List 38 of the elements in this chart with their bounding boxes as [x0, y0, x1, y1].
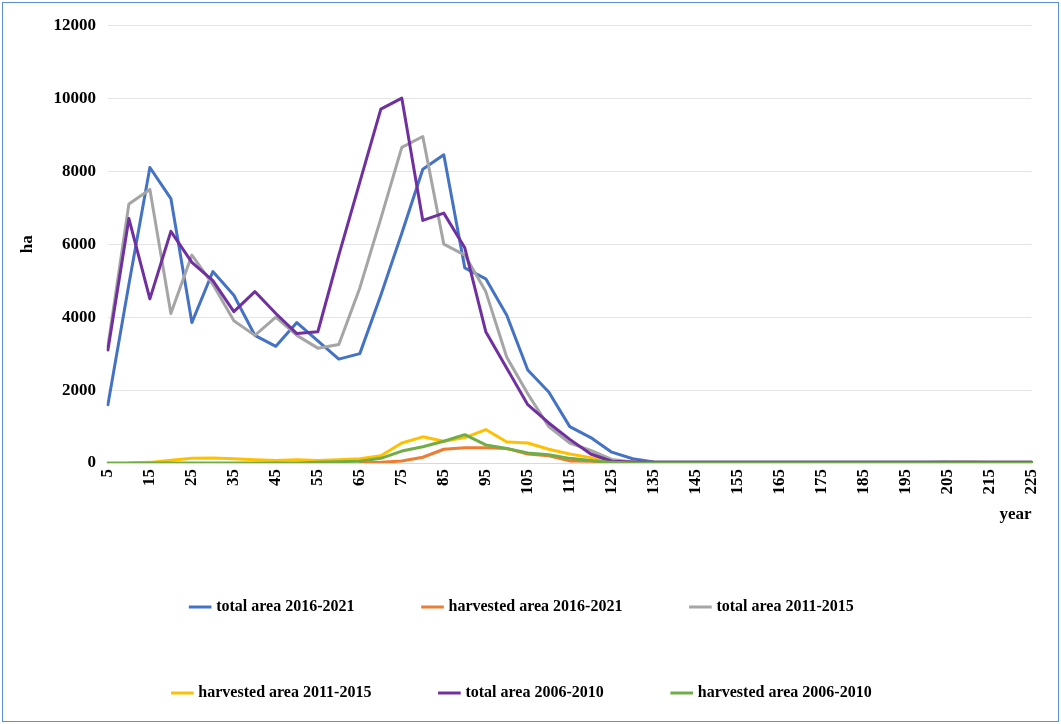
y-tick-label: 6000: [61, 233, 96, 253]
x-tick-label: 135: [643, 469, 663, 495]
x-tick-label: 195: [895, 469, 915, 495]
x-tick-label: 25: [181, 469, 201, 487]
x-tick-label: 45: [265, 469, 285, 487]
x-tick-label: 205: [937, 469, 957, 495]
y-axis-title: ha: [16, 234, 36, 254]
x-tick-label: 165: [769, 469, 789, 495]
legend-label: harvested area 2016-2021: [448, 597, 623, 615]
x-tick-label: 85: [433, 469, 453, 487]
x-tick-label: 185: [853, 469, 873, 495]
y-tick-label: 0: [87, 452, 96, 472]
legend-label: total area 2006-2010: [465, 683, 604, 701]
x-tick-label: 75: [391, 469, 411, 487]
legend-label: harvested area 2006-2010: [697, 683, 872, 701]
y-tick-label: 4000: [61, 306, 96, 326]
x-tick-label: 115: [559, 469, 579, 494]
legend-label: harvested area 2011-2015: [198, 683, 372, 701]
legend-label: total area 2016-2021: [216, 597, 355, 615]
y-tick-label: 12000: [53, 14, 96, 34]
x-axis-title: year: [999, 504, 1033, 524]
x-tick-label: 105: [517, 469, 537, 495]
x-tick-label: 95: [475, 469, 495, 487]
legend-label: total area 2011-2015: [716, 597, 854, 615]
y-tick-label: 10000: [53, 87, 96, 107]
x-tick-label: 215: [979, 469, 998, 495]
x-tick-label: 125: [601, 469, 621, 495]
y-tick-label: 2000: [61, 379, 96, 399]
x-tick-label: 145: [685, 469, 705, 495]
y-tick-label: 8000: [61, 160, 96, 180]
x-tick-label: 155: [727, 469, 747, 495]
x-tick-label: 55: [307, 469, 327, 487]
x-tick-label: 65: [349, 469, 369, 487]
x-tick-label: 5: [97, 469, 117, 478]
x-tick-label: 175: [811, 469, 831, 495]
x-tick-label: 225: [1020, 469, 1040, 495]
x-tick-label: 15: [139, 469, 159, 487]
x-tick-label: 35: [223, 469, 243, 487]
